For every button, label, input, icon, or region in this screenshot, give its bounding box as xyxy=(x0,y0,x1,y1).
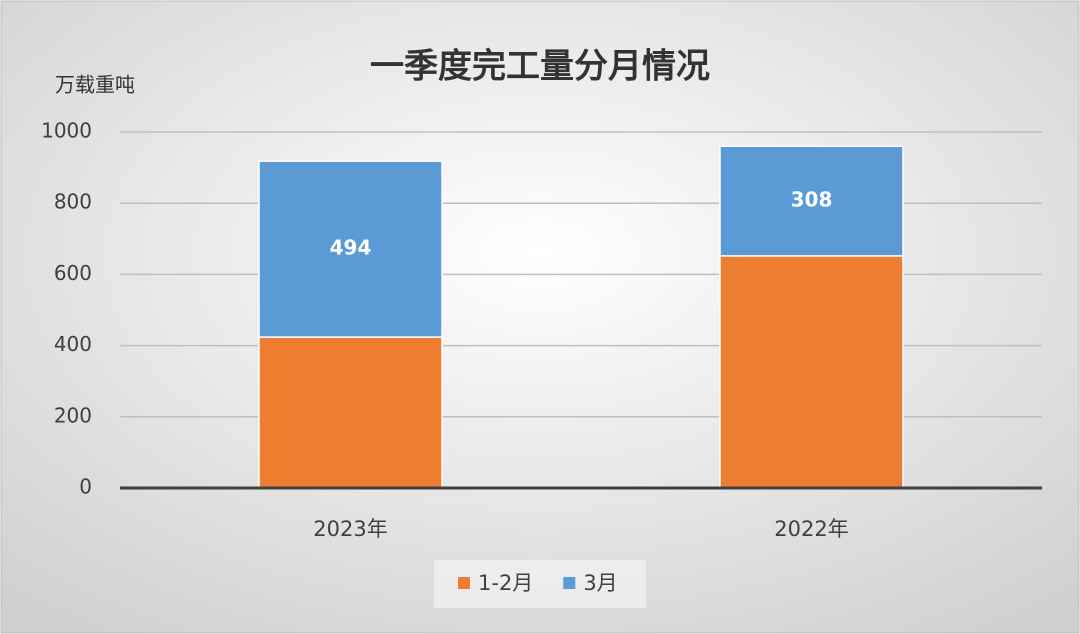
x-tick-label: 2022年 xyxy=(774,517,848,541)
y-tick-label: 1000 xyxy=(41,119,92,143)
legend-label: 3月 xyxy=(583,571,617,595)
y-tick-label: 200 xyxy=(54,403,92,427)
legend-label: 1-2月 xyxy=(478,571,533,595)
y-tick-label: 400 xyxy=(54,332,92,356)
y-tick-label: 800 xyxy=(54,190,92,214)
y-tick-label: 0 xyxy=(79,475,92,499)
x-tick-label: 2023年 xyxy=(313,517,387,541)
legend-swatch xyxy=(458,577,470,589)
bar-segment xyxy=(719,255,904,489)
y-tick-label: 600 xyxy=(54,261,92,285)
chart-title: 一季度完工量分月情况 xyxy=(370,47,710,87)
legend-swatch xyxy=(563,577,576,589)
bar-segment xyxy=(258,336,443,489)
bar-segment xyxy=(719,145,904,257)
y-axis-label: 万载重吨 xyxy=(55,73,135,97)
data-label: 494 xyxy=(330,236,372,260)
data-label: 308 xyxy=(791,188,833,212)
bar-segment xyxy=(258,160,443,338)
